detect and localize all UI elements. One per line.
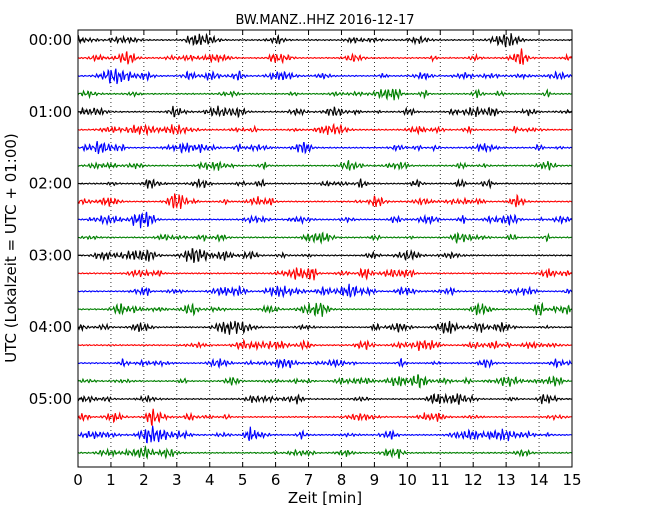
- x-axis: 0 1 2 3 4 5 6 7 8 9 10 11 12 13 14 15: [73, 30, 582, 489]
- grid: [110, 30, 540, 467]
- x-tick-label: 1: [106, 471, 116, 489]
- seismogram-trace: [77, 122, 573, 137]
- y-tick-label: 01:00: [29, 103, 72, 121]
- x-tick-label: 12: [464, 471, 483, 489]
- x-tick-label: 7: [304, 471, 314, 489]
- seismogram-trace: [77, 211, 573, 229]
- seismogram-trace: [77, 178, 573, 190]
- seismogram-trace: [77, 392, 573, 405]
- seismogram-trace: [77, 374, 573, 389]
- x-tick-label: 3: [172, 471, 182, 489]
- x-tick-label: 5: [238, 471, 248, 489]
- seismogram-trace: [77, 425, 573, 444]
- seismogram-trace: [77, 320, 573, 335]
- seismogram-trace: [77, 140, 573, 155]
- x-tick-label: 15: [562, 471, 581, 489]
- seismogram-trace: [77, 283, 573, 299]
- x-tick-label: 13: [497, 471, 516, 489]
- x-tick-label: 4: [205, 471, 215, 489]
- seismogram-trace: [77, 444, 573, 460]
- x-tick-label: 8: [337, 471, 347, 489]
- x-tick-label: 10: [398, 471, 417, 489]
- x-axis-label: Zeit [min]: [288, 489, 362, 507]
- x-tick-label: 0: [73, 471, 83, 489]
- y-tick-label: 00:00: [29, 31, 72, 49]
- seismogram-trace: [77, 68, 573, 85]
- x-tick-label: 14: [530, 471, 549, 489]
- seismogram-trace: [77, 267, 573, 281]
- y-tick-label: 04:00: [29, 318, 72, 336]
- y-tick-label: 05:00: [29, 390, 72, 408]
- seismogram-trace: [77, 231, 573, 245]
- seismogram-trace: [77, 338, 573, 352]
- seismogram-trace: [77, 357, 573, 369]
- seismogram-trace: [77, 48, 573, 65]
- seismogram-trace: [77, 248, 573, 263]
- x-tick-label: 6: [271, 471, 281, 489]
- seismogram-trace: [77, 32, 573, 48]
- y-tick-label: 02:00: [29, 175, 72, 193]
- seismogram-trace: [77, 105, 573, 119]
- chart-title: BW.MANZ..HHZ 2016-12-17: [235, 13, 414, 28]
- x-tick-label: 11: [431, 471, 450, 489]
- y-tick-label: 03:00: [29, 246, 72, 264]
- seismogram-trace: [77, 408, 572, 427]
- seismogram-trace: [77, 160, 573, 172]
- seismogram-trace: [77, 193, 573, 210]
- seismogram-traces: [77, 32, 573, 460]
- x-tick-label: 9: [370, 471, 380, 489]
- seismogram-trace: [77, 88, 573, 101]
- plot-frame: [77, 29, 573, 468]
- y-axis: 00:00 01:00 02:00 03:00 04:00 05:00: [29, 31, 572, 408]
- x-tick-label: 2: [139, 471, 149, 489]
- y-axis-label: UTC (Lokalzeit = UTC + 01:00): [2, 133, 20, 363]
- seismogram-trace: [77, 301, 573, 318]
